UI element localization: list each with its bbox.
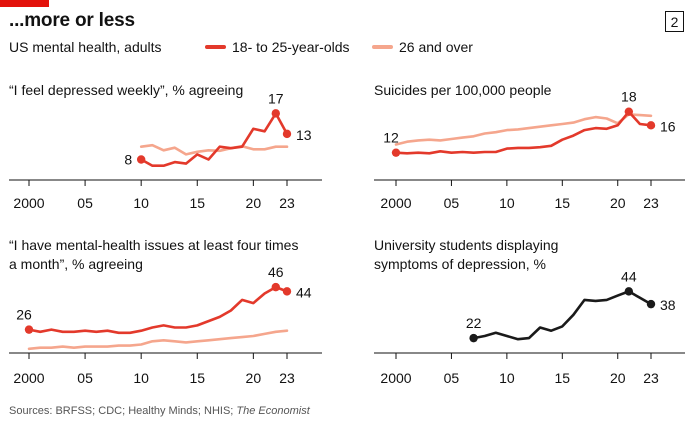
data-label: 8 [124,152,132,168]
data-label: 26 [16,307,32,323]
data-point-dot [469,333,478,343]
data-point-dot [24,325,34,334]
x-tick-label: 20 [246,370,262,386]
series-line-young [139,112,289,167]
x-tick-label: 20 [610,195,626,211]
x-tick-label: 20 [246,195,262,211]
legend-item-old: 26 and over [372,39,473,55]
x-tick-label: 10 [133,195,149,211]
data-point-dot [624,287,634,296]
data-label: 44 [296,284,312,300]
data-point-dot [624,107,634,116]
x-tick-label: 2000 [380,195,411,211]
data-label: 38 [660,297,676,313]
data-point-dot [391,148,401,157]
data-label: 18 [621,89,637,105]
data-point-dot [282,287,292,296]
legend-item-young: 18- to 25-year-olds [205,39,350,55]
source-text: Sources: BRFSS; CDC; Healthy Minds; NHIS… [9,405,237,417]
data-point-dot [282,129,292,139]
x-tick-label: 10 [499,195,515,211]
data-point-dot [271,282,280,292]
source-publication: The Economist [236,405,310,417]
data-point-dot [136,155,146,164]
data-point-dot [646,299,656,309]
page-title: ...more or less [9,10,135,31]
chart-number-badge: 2 [665,11,684,32]
x-tick-label: 10 [499,370,515,386]
legend-label-old: 26 and over [399,39,473,55]
data-point-dot [646,121,656,130]
chart-subtitle: US mental health, adults [9,39,162,55]
x-tick-label: 15 [189,370,205,386]
x-tick-label: 10 [133,370,149,386]
x-tick-label: 2000 [13,195,44,211]
x-tick-label: 23 [643,370,659,386]
legend-swatch-old [372,45,393,49]
x-tick-label: 05 [444,195,460,211]
data-label: 22 [466,315,482,331]
x-tick-label: 23 [279,370,295,386]
series-line-old [139,143,289,156]
x-tick-label: 2000 [380,370,411,386]
data-label: 13 [296,127,312,143]
panel-title-suicides: Suicides per 100,000 people [374,82,552,98]
x-tick-label: 23 [279,195,295,211]
x-tick-label: 2000 [13,370,44,386]
data-label: 17 [268,90,284,106]
x-tick-label: 15 [555,370,571,386]
x-tick-label: 05 [444,370,460,386]
x-tick-label: 15 [189,195,205,211]
data-label: 12 [383,130,399,146]
series-line-students [472,290,653,341]
series-line-young [394,110,653,155]
data-label: 44 [621,268,637,284]
x-tick-label: 05 [77,195,93,211]
x-tick-label: 05 [77,370,93,386]
series-line-old [394,113,653,146]
panel-title-depressed: “I feel depressed weekly”, % agreeing [9,82,244,98]
source-note: Sources: BRFSS; CDC; Healthy Minds; NHIS… [9,405,310,417]
series-line-old [27,329,289,351]
data-label: 16 [660,118,676,134]
brand-red-tab [0,0,49,7]
panel-title-mental-health: “I have mental-health issues at least fo… [9,237,299,272]
data-point-dot [271,109,280,118]
x-tick-label: 15 [555,195,571,211]
series-line-young [27,285,289,335]
legend-swatch-young [205,45,226,49]
data-label: 46 [268,264,284,280]
x-tick-label: 23 [643,195,659,211]
x-tick-label: 20 [610,370,626,386]
panel-title-students: University students displaying symptoms … [374,237,559,272]
legend-label-young: 18- to 25-year-olds [232,39,350,55]
